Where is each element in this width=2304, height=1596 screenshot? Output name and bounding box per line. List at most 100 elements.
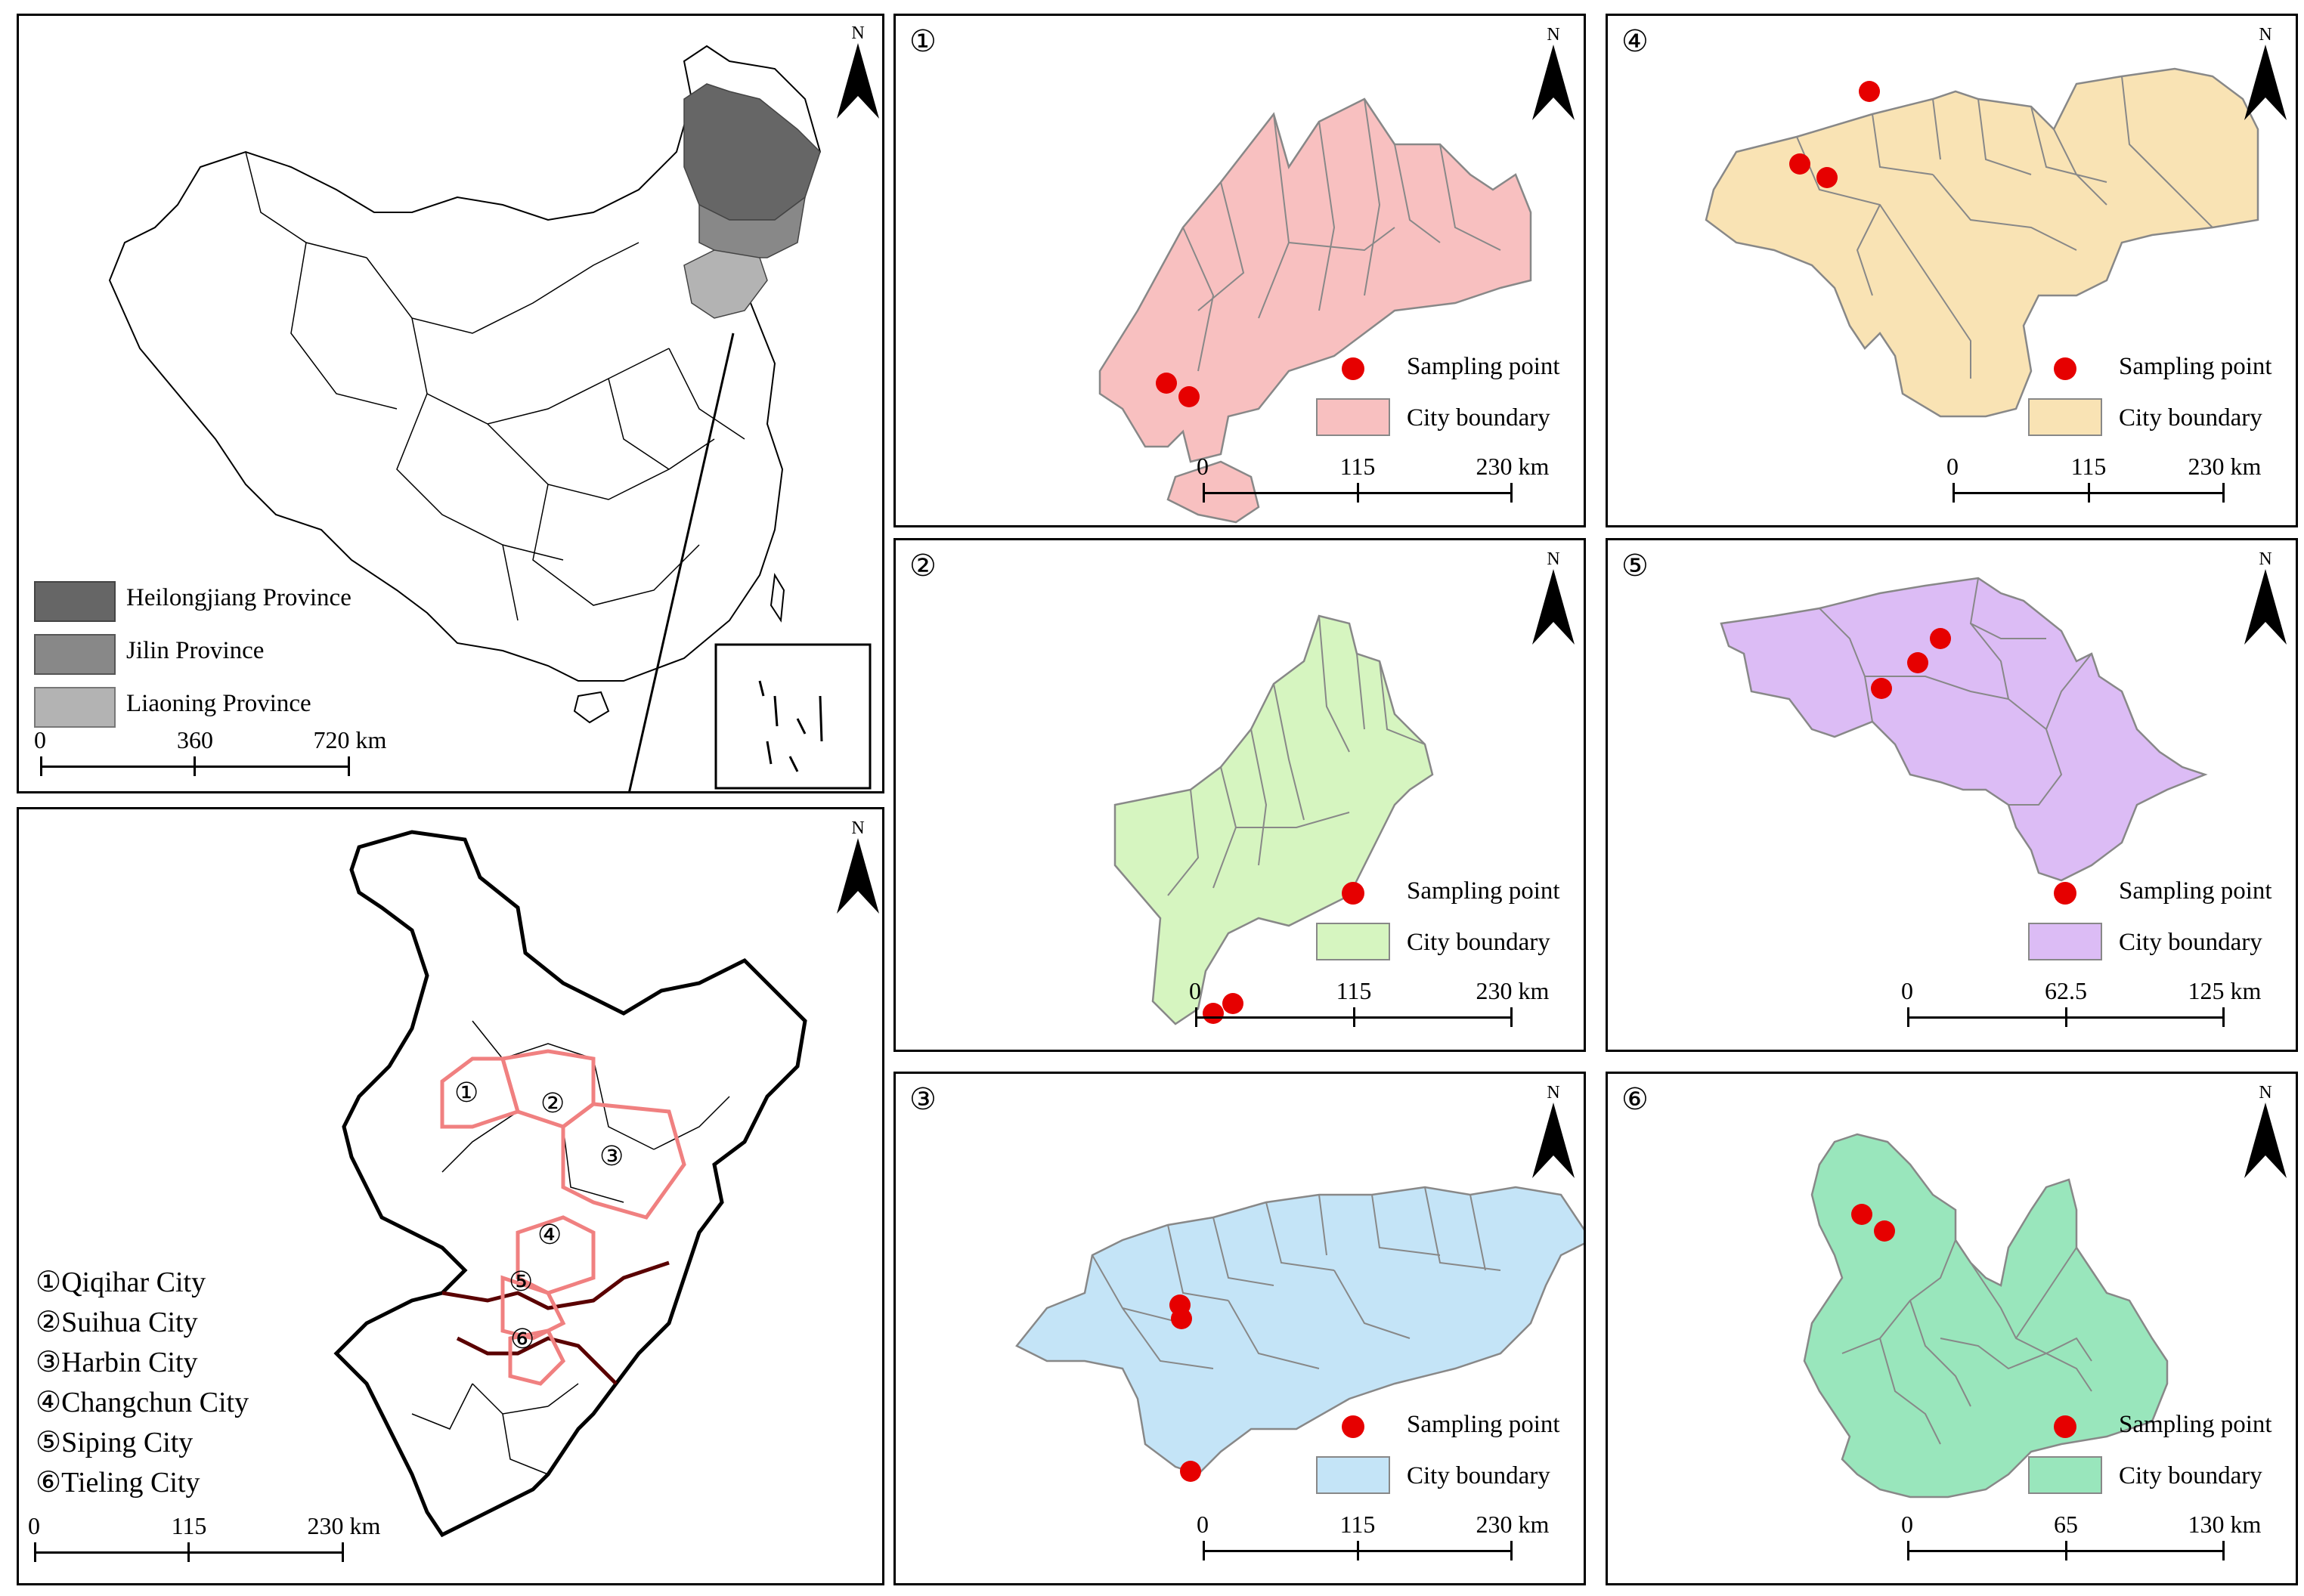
inset-islands	[758, 680, 823, 772]
scale-label-mid: 115	[171, 1512, 207, 1539]
legend-sampling-point-icon	[1342, 1415, 1364, 1438]
north-arrow-icon: N	[2243, 25, 2288, 123]
northeast-scale-bar: 0 115 230 km	[28, 1512, 380, 1573]
city-region-shape	[1705, 67, 2259, 418]
district-boundaries	[1841, 1239, 2092, 1445]
legend-sampling-point-label: Sampling point	[1407, 1411, 1560, 1438]
scale-label-end: 230 km	[2188, 453, 2262, 480]
scale-label-0: 0	[1189, 977, 1201, 1004]
sampling-point-marker	[1859, 81, 1880, 102]
scale-label-0: 0	[1901, 1511, 1913, 1538]
china-scale-bar: 0 360 720 km	[34, 726, 386, 787]
scale-label-mid: 65	[2054, 1511, 2078, 1538]
overview-to-northeast-arrow	[628, 332, 735, 791]
city-panel-4: ④ N Sampling point City boundary 0 115 230 km	[1606, 14, 2298, 527]
city-panel-1: ① N Sampling point City boundary 0 115 230 km	[893, 14, 1586, 527]
legend-city-boundary-label: City boundary	[2119, 929, 2262, 956]
heilongjiang-shape	[683, 83, 821, 221]
city-list-item: ②Suihua City	[36, 1307, 198, 1338]
north-arrow-icon: N	[1531, 1083, 1576, 1181]
scale-label-0: 0	[1197, 1511, 1209, 1538]
city-panel-3: ③ N Sampling point City boundary 0 115 230 km	[893, 1072, 1586, 1585]
legend-city-boundary-swatch	[2028, 1456, 2102, 1494]
city-region-shape	[1803, 1133, 2169, 1499]
south-china-sea-inset	[714, 643, 872, 790]
scale-label-mid: 62.5	[2045, 977, 2087, 1004]
legend-swatch-liaoning	[34, 687, 116, 728]
china-overview-panel: Heilongjiang Province Jilin Province Lia…	[17, 14, 884, 793]
scale-label-0: 0	[1197, 453, 1209, 480]
scale-label-mid: 115	[1336, 977, 1372, 1004]
city-list-item: ③Harbin City	[36, 1347, 198, 1378]
city-region-shape	[1113, 614, 1434, 1025]
sampling-point-marker	[1816, 167, 1838, 188]
northeast-map	[333, 830, 807, 1538]
north-arrow-icon: N	[1531, 549, 1576, 648]
city-map	[1705, 67, 2259, 418]
legend-sampling-point-icon	[2054, 1415, 2076, 1438]
legend-sampling-point-label: Sampling point	[2119, 877, 2272, 905]
map-marker-4: ④	[537, 1220, 562, 1250]
china-map	[108, 45, 872, 791]
city-map	[1720, 577, 2208, 882]
map-marker-6: ⑥	[510, 1324, 535, 1354]
legend-label-heilongjiang: Heilongjiang Province	[126, 584, 351, 611]
hainan-island	[573, 691, 610, 724]
legend-swatch-heilongjiang	[34, 581, 116, 622]
city-region-shape	[1720, 577, 2208, 882]
scale-bar: 0 115 230 km	[1189, 977, 1549, 1038]
scale-label-mid: 115	[1339, 1511, 1376, 1538]
sampling-point-marker	[1180, 1461, 1201, 1482]
sampling-point-marker	[1171, 1308, 1192, 1329]
sampling-point-marker	[1930, 628, 1951, 649]
city-panel-6: ⑥ N Sampling point City boundary 0 65 130 km	[1606, 1072, 2298, 1585]
scale-label-0: 0	[1946, 453, 1959, 480]
sampling-point-marker	[1874, 1220, 1895, 1242]
liaoning-shape	[683, 249, 768, 319]
scale-bar: 0 115 230 km	[1197, 453, 1549, 513]
scale-label-0: 0	[28, 1512, 40, 1539]
province-border-lines	[441, 1260, 670, 1385]
map-marker-1: ①	[454, 1078, 479, 1108]
panel-number: ③	[909, 1082, 937, 1116]
scale-label-end: 720 km	[313, 726, 387, 753]
city-map	[1803, 1133, 2169, 1499]
highlight-changchun	[516, 1215, 596, 1295]
city-panel-5: ⑤ N Sampling point City boundary 0 62.5 125 km	[1606, 538, 2298, 1052]
legend-sampling-point-label: Sampling point	[1407, 353, 1560, 380]
scale-label-end: 125 km	[2188, 977, 2262, 1004]
sampling-point-marker	[1156, 373, 1177, 394]
sampling-point-marker	[1203, 1003, 1224, 1024]
city-region-shape	[1015, 1186, 1584, 1476]
legend-city-boundary-label: City boundary	[2119, 404, 2262, 431]
legend-sampling-point-icon	[2054, 882, 2076, 905]
district-boundaries	[1819, 577, 2092, 806]
legend-city-boundary-label: City boundary	[1407, 929, 1550, 956]
north-arrow-icon: N	[835, 23, 881, 122]
city-list-item: ④Changchun City	[36, 1387, 249, 1418]
legend-label-liaoning: Liaoning Province	[126, 690, 311, 717]
map-marker-2: ②	[540, 1088, 565, 1118]
highlight-harbin	[561, 1102, 686, 1220]
highlight-tieling	[508, 1328, 566, 1386]
jilin-shape	[698, 196, 807, 258]
district-boundaries	[1182, 98, 1501, 372]
sampling-point-marker	[1907, 652, 1928, 673]
northeast-panel: ① ② ③ ④ ⑤ ⑥ ①Qiqihar City ②Suihua City ③…	[17, 807, 884, 1585]
legend-city-boundary-swatch	[1316, 923, 1390, 960]
city-map	[1015, 1186, 1584, 1482]
province-lines	[245, 151, 745, 621]
scale-bar: 0 65 130 km	[1901, 1511, 2261, 1571]
legend-sampling-point-icon	[1342, 882, 1364, 905]
scale-label-end: 230 km	[307, 1512, 381, 1539]
north-arrow-icon: N	[2243, 549, 2288, 648]
scale-bar: 0 62.5 125 km	[1901, 977, 2261, 1038]
panel-number: ②	[909, 549, 937, 583]
sampling-point-marker	[1178, 386, 1200, 407]
scale-label-end: 130 km	[2188, 1511, 2262, 1538]
city-map	[1113, 614, 1434, 1025]
scale-bar: 0 115 230 km	[1946, 453, 2261, 513]
city-list-item: ①Qiqihar City	[36, 1267, 206, 1298]
taiwan-island	[770, 573, 785, 623]
legend-sampling-point-label: Sampling point	[2119, 1411, 2272, 1438]
